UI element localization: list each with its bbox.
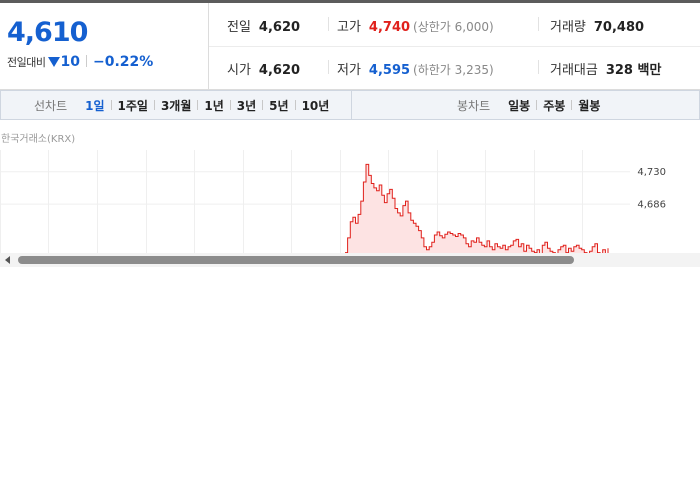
divider <box>294 100 296 110</box>
change-line: 전일대비 10 −0.22% <box>7 54 153 70</box>
tab-1-week[interactable]: 1주일 <box>117 98 148 113</box>
divider <box>229 100 231 110</box>
stat-label: 거래대금 <box>550 63 598 78</box>
change-percent: −0.22% <box>92 54 154 70</box>
divider <box>536 100 538 110</box>
upper-limit: (상한가 6,000) <box>413 20 494 34</box>
stat-low: 저가 4,595 (하한가 3,235) <box>337 59 494 78</box>
stat-open: 시가 4,620 <box>227 59 300 78</box>
horizontal-scrollbar[interactable] <box>0 253 700 267</box>
candle-chart-tabs: 봉차트 일봉 주봉 월봉 <box>457 91 606 119</box>
y-tick-label: 4,730 <box>637 167 666 178</box>
lower-limit: (하한가 3,235) <box>413 63 494 77</box>
stats-row-1: 전일 4,620 고가 4,740 (상한가 6,000) 거래량 70,480 <box>209 3 700 47</box>
divider <box>85 55 87 67</box>
data-source: 한국거래소(KRX) <box>1 134 76 145</box>
tab-10-years[interactable]: 10년 <box>301 98 330 113</box>
line-chart-title: 선차트 <box>34 98 68 113</box>
stats-table: 전일 4,620 고가 4,740 (상한가 6,000) 거래량 70,480 시가 4… <box>209 3 700 89</box>
stat-high: 고가 4,740 (상한가 6,000) <box>337 16 494 35</box>
stat-volume: 거래량 70,480 <box>550 16 644 35</box>
divider <box>328 17 329 31</box>
tab-weekly-candle[interactable]: 주봉 <box>543 98 566 113</box>
tab-monthly-candle[interactable]: 월봉 <box>578 98 601 113</box>
stat-value: 4,595 <box>368 63 411 78</box>
top-border <box>0 0 700 3</box>
scrollbar-thumb[interactable] <box>18 256 574 264</box>
stat-value: 4,620 <box>258 63 301 78</box>
stat-amount: 거래대금 328 백만 <box>550 59 661 78</box>
quote-panel: 4,610 전일대비 10 −0.22% 전일 4,620 고가 4,740 (상한가 6… <box>0 3 700 90</box>
change-value: 10 <box>60 54 80 70</box>
price-box: 4,610 전일대비 10 −0.22% <box>0 3 209 89</box>
stat-value: 70,480 <box>593 20 645 35</box>
stat-value: 328 백만 <box>605 63 662 78</box>
stat-value: 4,620 <box>258 20 301 35</box>
divider <box>538 17 539 31</box>
tab-3-months[interactable]: 3개월 <box>160 98 192 113</box>
divider <box>153 100 155 110</box>
divider <box>110 100 112 110</box>
scroll-left-arrow-icon[interactable] <box>5 256 10 264</box>
stat-prev-close: 전일 4,620 <box>227 16 300 35</box>
down-triangle-icon <box>48 57 61 67</box>
chart-grid <box>0 150 630 253</box>
tab-5-years[interactable]: 5년 <box>269 98 289 113</box>
price-area <box>345 164 608 253</box>
stats-row-2: 시가 4,620 저가 4,595 (하한가 3,235) 거래대금 328 백만 <box>209 46 700 89</box>
divider <box>328 60 329 74</box>
change-label: 전일대비 <box>7 56 46 69</box>
divider <box>262 100 264 110</box>
intraday-price-chart: 4,730 4,686 <box>0 150 666 253</box>
y-tick-label: 4,686 <box>637 200 666 211</box>
chart-period-tabs: 선차트 1일 1주일 3개월 1년 3년 5년 10년 봉차트 일봉 주봉 월봉 <box>0 90 700 120</box>
stat-label: 전일 <box>227 20 251 35</box>
stat-label: 저가 <box>337 63 361 78</box>
price-line <box>345 163 609 253</box>
line-chart-tabs: 선차트 1일 1주일 3개월 1년 3년 5년 10년 <box>34 91 335 119</box>
tab-group-divider <box>351 91 352 119</box>
stat-label: 거래량 <box>550 20 586 35</box>
stat-value: 4,740 <box>368 20 411 35</box>
tab-1-year[interactable]: 1년 <box>204 98 224 113</box>
stat-label: 고가 <box>337 20 361 35</box>
candle-chart-title: 봉차트 <box>457 98 491 113</box>
divider <box>538 60 539 74</box>
divider <box>571 100 573 110</box>
tab-daily-candle[interactable]: 일봉 <box>508 98 531 113</box>
tab-1-day[interactable]: 1일 <box>85 98 105 113</box>
tab-3-years[interactable]: 3년 <box>236 98 257 113</box>
divider <box>197 100 199 110</box>
stat-label: 시가 <box>227 63 251 78</box>
current-price: 4,610 <box>7 17 88 48</box>
